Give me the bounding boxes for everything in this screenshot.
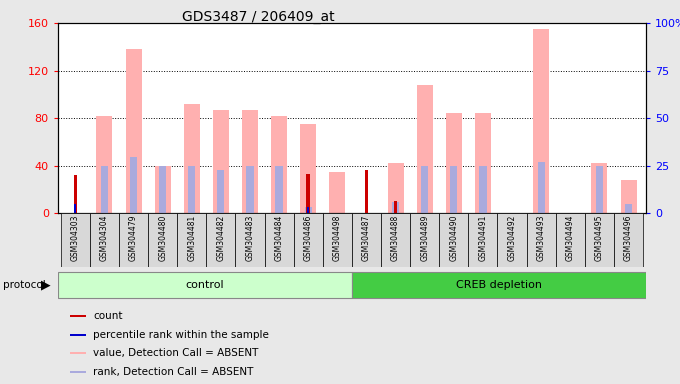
Text: GSM304484: GSM304484 <box>275 215 284 261</box>
Bar <box>206 213 235 267</box>
Bar <box>592 163 607 213</box>
Text: GSM304481: GSM304481 <box>187 215 197 261</box>
Bar <box>97 116 112 213</box>
Bar <box>526 213 556 267</box>
Text: GSM304490: GSM304490 <box>449 215 458 261</box>
Text: control: control <box>186 280 224 290</box>
Bar <box>533 29 549 213</box>
Text: percentile rank within the sample: percentile rank within the sample <box>93 330 269 340</box>
Bar <box>235 213 265 267</box>
Bar <box>188 166 195 213</box>
Bar <box>246 166 254 213</box>
Text: GSM304487: GSM304487 <box>362 215 371 261</box>
FancyBboxPatch shape <box>58 272 352 298</box>
Bar <box>271 116 287 213</box>
Bar <box>381 213 410 267</box>
Bar <box>394 201 397 213</box>
Text: CREB depletion: CREB depletion <box>456 280 542 290</box>
Bar <box>323 213 352 267</box>
Bar <box>101 166 108 213</box>
Text: protocol: protocol <box>3 280 46 290</box>
Bar <box>556 213 585 267</box>
FancyBboxPatch shape <box>352 272 646 298</box>
Bar <box>69 352 86 354</box>
Text: rank, Detection Call = ABSENT: rank, Detection Call = ABSENT <box>93 367 254 377</box>
Bar <box>184 104 200 213</box>
Bar <box>177 213 206 267</box>
Bar <box>265 213 294 267</box>
Text: GSM304479: GSM304479 <box>129 215 138 261</box>
Bar <box>69 315 86 318</box>
Bar <box>300 124 316 213</box>
Bar <box>242 110 258 213</box>
Bar <box>439 213 469 267</box>
Bar <box>90 213 119 267</box>
Bar <box>596 166 603 213</box>
Bar <box>307 174 310 213</box>
Bar <box>307 207 309 213</box>
Text: GSM304482: GSM304482 <box>216 215 225 261</box>
Bar <box>450 166 458 213</box>
Text: GDS3487 / 206409_at: GDS3487 / 206409_at <box>182 10 335 23</box>
Text: ▶: ▶ <box>41 278 51 291</box>
Bar <box>119 213 148 267</box>
Text: GSM304489: GSM304489 <box>420 215 429 261</box>
Bar <box>305 207 312 213</box>
Bar <box>614 213 643 267</box>
Bar <box>154 166 171 213</box>
Bar <box>73 175 77 213</box>
Text: GSM304498: GSM304498 <box>333 215 342 261</box>
Bar <box>218 170 224 213</box>
Bar <box>417 85 432 213</box>
Bar <box>538 162 545 213</box>
Text: GSM304492: GSM304492 <box>507 215 517 261</box>
Text: GSM304483: GSM304483 <box>245 215 254 261</box>
Bar <box>352 213 381 267</box>
Text: GSM304494: GSM304494 <box>566 215 575 261</box>
Bar <box>148 213 177 267</box>
Bar <box>392 202 399 213</box>
Text: GSM304480: GSM304480 <box>158 215 167 261</box>
Bar <box>388 163 404 213</box>
Bar <box>213 110 229 213</box>
Text: GSM304496: GSM304496 <box>624 215 633 261</box>
Bar <box>294 213 323 267</box>
Bar <box>469 213 498 267</box>
Bar <box>130 157 137 213</box>
Text: GSM304488: GSM304488 <box>391 215 400 261</box>
Bar <box>61 213 90 267</box>
Bar <box>479 166 486 213</box>
Bar <box>621 180 636 213</box>
Bar <box>126 49 141 213</box>
Bar <box>446 113 462 213</box>
Bar <box>329 172 345 213</box>
Text: GSM304491: GSM304491 <box>479 215 488 261</box>
Text: GSM304303: GSM304303 <box>71 215 80 261</box>
Text: count: count <box>93 311 122 321</box>
Text: GSM304486: GSM304486 <box>304 215 313 261</box>
Text: GSM304304: GSM304304 <box>100 215 109 261</box>
Bar <box>159 166 166 213</box>
Bar <box>74 204 76 213</box>
Bar <box>475 113 491 213</box>
Text: GSM304493: GSM304493 <box>537 215 545 261</box>
Bar <box>364 170 369 213</box>
Bar <box>498 213 526 267</box>
Bar <box>275 166 283 213</box>
Bar <box>625 204 632 213</box>
Bar <box>410 213 439 267</box>
Bar <box>585 213 614 267</box>
Text: GSM304495: GSM304495 <box>595 215 604 261</box>
Bar <box>69 371 86 373</box>
Text: value, Detection Call = ABSENT: value, Detection Call = ABSENT <box>93 348 258 358</box>
Bar <box>421 166 428 213</box>
Bar <box>69 334 86 336</box>
